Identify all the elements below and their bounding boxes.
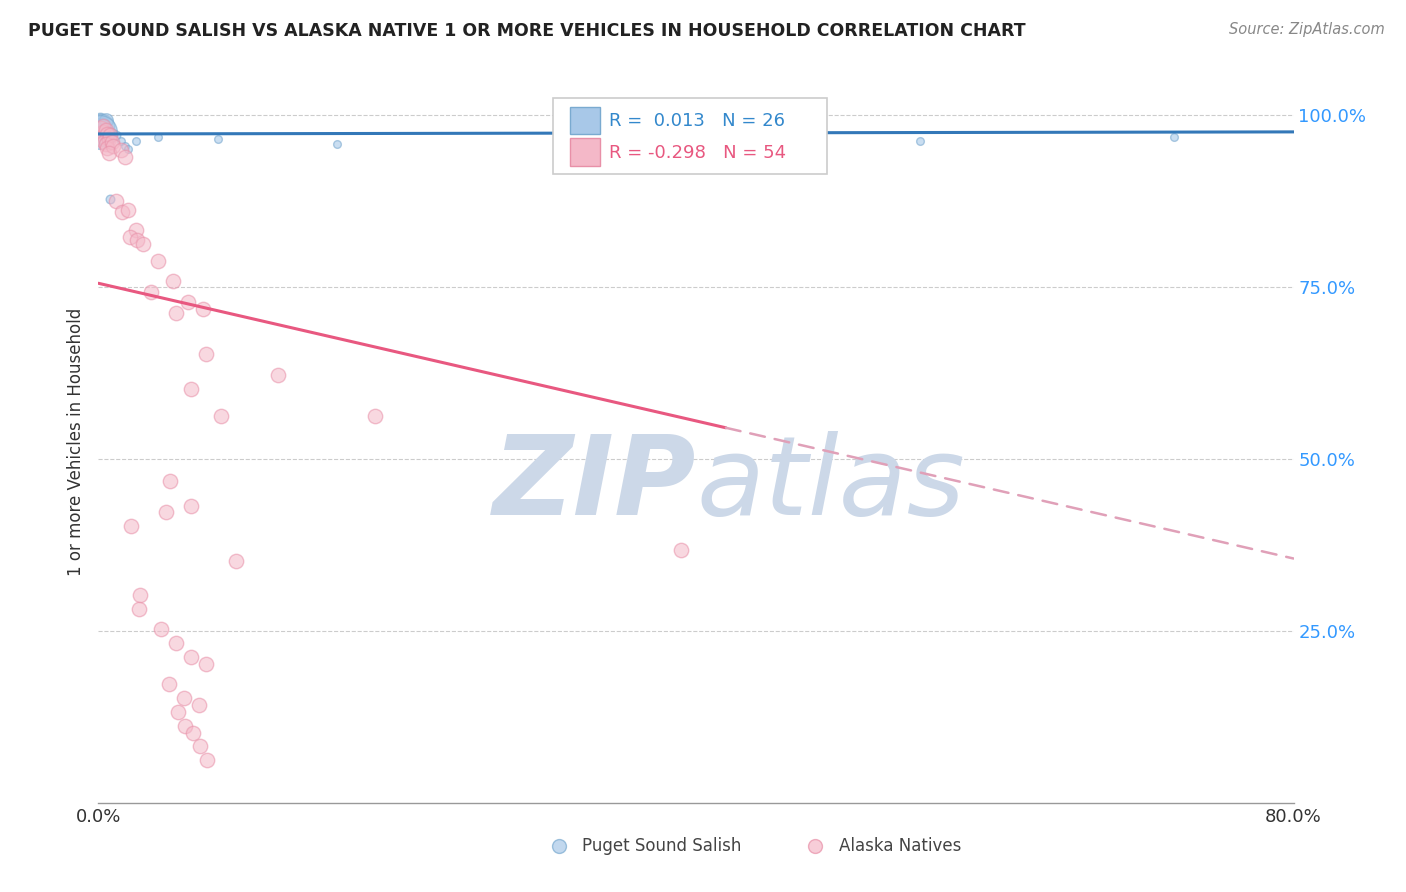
Point xyxy=(93,135,115,149)
Text: ZIP: ZIP xyxy=(492,432,696,539)
Point xyxy=(209,409,232,423)
Point xyxy=(188,739,211,754)
Point xyxy=(139,285,162,300)
Point xyxy=(91,120,114,134)
Point xyxy=(97,123,120,137)
Point xyxy=(148,129,170,144)
Point xyxy=(166,705,188,719)
Point xyxy=(97,145,120,160)
Point xyxy=(117,142,139,156)
Text: PUGET SOUND SALISH VS ALASKA NATIVE 1 OR MORE VEHICLES IN HOUSEHOLD CORRELATION : PUGET SOUND SALISH VS ALASKA NATIVE 1 OR… xyxy=(28,22,1026,40)
Point xyxy=(91,123,114,137)
Point xyxy=(101,129,124,144)
Point xyxy=(165,636,187,650)
Point xyxy=(180,382,202,396)
FancyBboxPatch shape xyxy=(553,98,827,174)
Point xyxy=(267,368,290,382)
Point xyxy=(90,114,112,128)
Point xyxy=(101,135,124,149)
Point xyxy=(91,116,114,130)
Point xyxy=(89,125,111,139)
Point xyxy=(174,719,197,733)
Point xyxy=(98,192,122,206)
Point xyxy=(180,649,202,664)
Point xyxy=(118,230,141,244)
Point xyxy=(159,474,181,488)
Point xyxy=(114,150,136,164)
Point xyxy=(181,725,204,739)
Bar xyxy=(571,107,600,135)
Point xyxy=(114,138,136,153)
Point xyxy=(180,499,202,513)
Text: Puget Sound Salish: Puget Sound Salish xyxy=(582,838,742,855)
Point xyxy=(96,121,118,136)
Point xyxy=(98,127,122,141)
Text: Alaska Natives: Alaska Natives xyxy=(839,838,962,855)
Point xyxy=(110,144,132,158)
Point xyxy=(128,601,150,615)
Point xyxy=(125,223,148,237)
Point xyxy=(177,294,200,309)
Point xyxy=(626,132,648,146)
Point xyxy=(127,233,149,247)
Point xyxy=(96,127,118,141)
Point xyxy=(157,677,180,691)
Bar xyxy=(571,138,600,166)
Point xyxy=(669,542,692,557)
Point xyxy=(111,205,134,219)
Point xyxy=(326,136,349,151)
Text: R =  0.013   N = 26: R = 0.013 N = 26 xyxy=(609,112,785,129)
Point xyxy=(91,125,114,139)
Point xyxy=(94,123,117,137)
Point xyxy=(103,126,125,140)
Point xyxy=(94,136,117,151)
Point xyxy=(207,132,229,146)
Point xyxy=(94,113,117,128)
Point xyxy=(908,134,931,148)
Point xyxy=(117,202,139,217)
Point xyxy=(191,301,214,316)
Point xyxy=(132,237,155,252)
Point xyxy=(225,553,247,567)
Point xyxy=(110,134,132,148)
Point xyxy=(984,837,1007,851)
Point xyxy=(97,132,120,146)
Point xyxy=(187,698,209,712)
Point xyxy=(197,753,219,767)
Text: R = -0.298   N = 54: R = -0.298 N = 54 xyxy=(609,144,786,161)
Point xyxy=(89,112,111,127)
Point xyxy=(91,135,114,149)
Point xyxy=(173,691,195,706)
Y-axis label: 1 or more Vehicles in Household: 1 or more Vehicles in Household xyxy=(66,308,84,575)
Point xyxy=(105,128,128,143)
Point xyxy=(93,118,115,132)
Point xyxy=(90,121,112,136)
Point xyxy=(195,657,218,671)
Point xyxy=(93,129,115,144)
Point xyxy=(105,194,128,208)
Point xyxy=(103,138,125,153)
Point xyxy=(662,837,685,851)
Point xyxy=(148,253,170,268)
Point xyxy=(364,409,387,423)
Point xyxy=(129,588,152,602)
Point xyxy=(165,306,187,320)
Point xyxy=(98,128,122,143)
Point xyxy=(120,519,142,533)
Text: Source: ZipAtlas.com: Source: ZipAtlas.com xyxy=(1229,22,1385,37)
Point xyxy=(90,120,112,134)
Point xyxy=(195,347,218,361)
Point xyxy=(96,141,118,155)
Point xyxy=(162,274,184,288)
Point xyxy=(155,505,177,519)
Text: atlas: atlas xyxy=(696,432,965,539)
Point xyxy=(1163,129,1185,144)
Point xyxy=(150,623,173,637)
Point xyxy=(125,134,148,148)
